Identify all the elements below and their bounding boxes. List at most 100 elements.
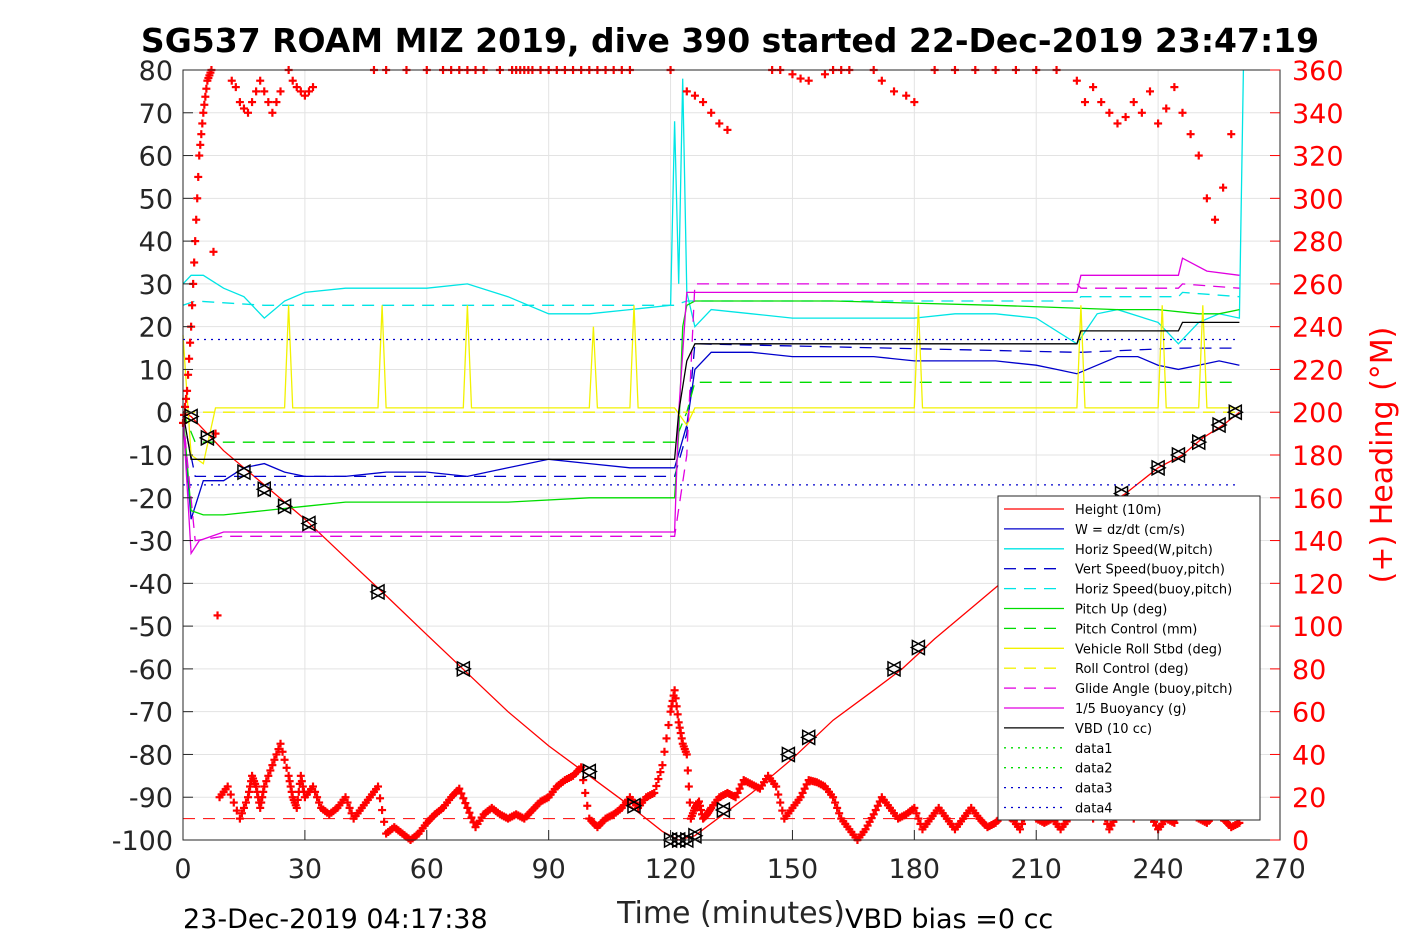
heading-point	[1015, 825, 1024, 834]
y-right-tick-label: 180	[1292, 441, 1344, 472]
y-right-tick-label: 220	[1292, 355, 1344, 386]
triangle-left	[580, 763, 597, 780]
y-tick-label: -90	[129, 783, 173, 814]
y-right-tick-label: 0	[1292, 826, 1309, 857]
heading-point	[252, 87, 261, 96]
heading-point	[800, 784, 809, 793]
heading-point	[292, 803, 301, 812]
heading-point	[288, 76, 297, 85]
heading-point	[185, 354, 194, 363]
heading-point	[199, 108, 208, 117]
heading-point	[820, 70, 829, 79]
y-right-tick-label: 280	[1292, 227, 1344, 258]
heading-point	[1202, 194, 1211, 203]
heading-point	[300, 91, 309, 100]
x-axis-ticks: 0 30 60 90 120 150 180 210 240 270	[174, 830, 1306, 885]
heading-point	[231, 83, 240, 92]
triangle-left	[686, 827, 702, 844]
y-right-tick-label: 320	[1292, 142, 1344, 173]
heading-point	[237, 809, 246, 818]
y-axis-right-ticks: 3603403203002802602402202001801601401201…	[1270, 56, 1344, 857]
heading-point	[715, 119, 724, 128]
heading-point	[1105, 108, 1114, 117]
heading-point	[1103, 819, 1112, 828]
pitch-marker	[198, 429, 216, 447]
legend-label: Horiz Speed(buoy,pitch)	[1075, 583, 1232, 598]
heading-point	[270, 755, 279, 764]
series-line-vert-speed-buoy-pitch-	[182, 343, 1240, 478]
heading-point	[733, 788, 742, 797]
x-tick-label: 120	[645, 854, 697, 885]
legend-label: Horiz Speed(W,pitch)	[1075, 543, 1213, 558]
heading-point	[256, 76, 265, 85]
heading-point	[910, 98, 919, 107]
heading-point	[652, 781, 661, 790]
pitch-marker	[1169, 446, 1188, 464]
triangle-left	[909, 639, 926, 656]
heading-point	[380, 817, 389, 826]
heading-point	[309, 782, 318, 791]
heading-point	[202, 84, 211, 93]
heading-point	[195, 151, 204, 160]
legend-label: Glide Angle (buoy,pitch)	[1075, 682, 1233, 697]
triangle-left	[369, 583, 385, 601]
heading-point	[869, 810, 878, 819]
heading-point	[374, 782, 383, 791]
pitch-marker	[625, 797, 643, 815]
heading-point	[707, 108, 716, 117]
triangle-left	[1210, 416, 1226, 434]
heading-point	[197, 130, 206, 139]
legend-label: Pitch Up (deg)	[1075, 603, 1167, 618]
y-tick-label: -40	[129, 569, 173, 600]
heading-point	[235, 814, 244, 823]
legend-label: Vert Speed(buoy,pitch)	[1075, 563, 1225, 578]
heading-point	[200, 100, 209, 109]
pitch-marker	[686, 827, 704, 844]
series-line-vehicle-roll-stbd-deg-	[182, 305, 1240, 465]
heading-point	[192, 215, 201, 224]
heading-point	[188, 301, 197, 310]
heading-point	[796, 793, 805, 802]
series-line-w-dz-dt-cm-s-	[182, 351, 1240, 520]
heading-point	[274, 745, 283, 754]
heading-point	[671, 694, 680, 703]
heading-point	[829, 793, 838, 802]
triangle-left	[300, 515, 316, 532]
heading-point	[201, 92, 210, 101]
triangle-left	[1226, 403, 1243, 421]
heading-point	[465, 808, 474, 817]
y-right-tick-label: 240	[1292, 313, 1344, 344]
heading-point	[685, 798, 694, 807]
heading-point	[186, 338, 195, 347]
heading-point	[662, 734, 671, 743]
x-tick-label: 150	[767, 854, 819, 885]
heading-point	[276, 87, 285, 96]
triangle-left	[255, 480, 272, 498]
heading-point	[1097, 98, 1106, 107]
heading-point	[268, 108, 277, 117]
x-tick-label: 90	[531, 854, 565, 885]
heading-point	[1170, 83, 1179, 92]
heading-point	[213, 611, 222, 620]
heading-point	[264, 771, 273, 780]
y-tick-label: 70	[139, 99, 173, 130]
legend-label: data3	[1075, 782, 1113, 797]
chart-title: SG537 ROAM MIZ 2019, dive 390 started 22…	[141, 21, 1319, 60]
heading-point	[190, 258, 199, 267]
heading-point	[1018, 819, 1027, 828]
y-right-tick-label: 80	[1292, 655, 1326, 686]
triangle-left	[1190, 433, 1206, 451]
pitch-markers	[182, 403, 1244, 849]
series-line-vbd-10-cc-	[182, 321, 1240, 460]
pitch-marker	[454, 660, 472, 678]
heading-point	[376, 794, 385, 803]
heading-point	[672, 702, 681, 711]
heading-point	[1194, 151, 1203, 160]
heading-point	[581, 788, 590, 797]
pitch-marker	[779, 746, 797, 763]
heading-point	[378, 806, 387, 815]
x-tick-label: 180	[889, 854, 941, 885]
footer-vbd-bias: VBD bias =0 cc	[845, 904, 1053, 935]
heading-point	[260, 782, 269, 791]
legend-label: Height (10m)	[1075, 503, 1161, 518]
